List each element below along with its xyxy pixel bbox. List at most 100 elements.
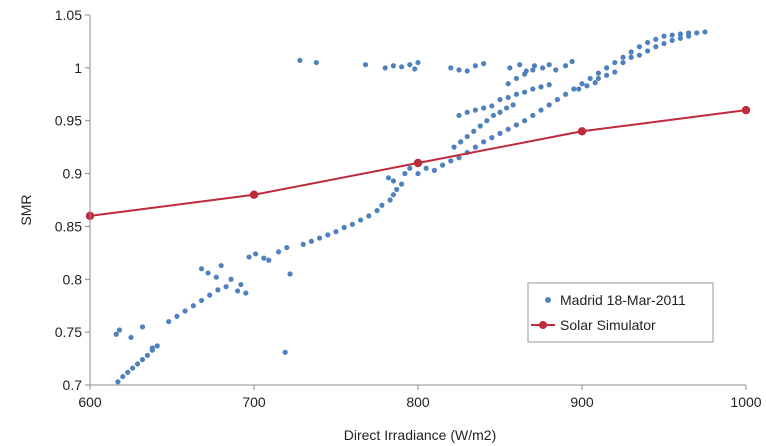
axes: 600 700 800 900 1000 0.7 0.75 0.8 0.85 0.9 0.95 1 1.…: [55, 7, 762, 410]
scatter-point: [522, 118, 528, 124]
x-tick-label: 1000: [730, 394, 761, 410]
scatter-point: [174, 313, 180, 319]
scatter-point: [628, 54, 634, 60]
scatter-point: [669, 32, 675, 38]
scatter-point: [154, 343, 160, 349]
scatter-point: [308, 238, 314, 244]
scatter-point: [325, 232, 331, 238]
scatter-point: [595, 75, 602, 82]
scatter-point: [198, 266, 205, 272]
scatter-point: [134, 361, 141, 367]
scatter-point: [517, 62, 523, 68]
scatter-point: [374, 207, 380, 214]
scatter-point: [253, 251, 259, 257]
scatter-point: [313, 59, 319, 66]
scatter-point: [223, 284, 229, 290]
scatter-point: [387, 197, 393, 203]
scatter-point: [481, 105, 487, 111]
scatter-point: [412, 66, 418, 72]
scatter-point: [563, 91, 569, 97]
scatter-point: [333, 229, 339, 235]
scatter-point: [448, 65, 454, 71]
scatter-point: [505, 81, 511, 87]
legend-line-point: [539, 321, 547, 329]
scatter-point: [385, 175, 392, 181]
scatter-point: [595, 70, 602, 76]
scatter-point: [190, 303, 196, 309]
scatter-point: [497, 130, 503, 136]
scatter-point: [497, 109, 503, 115]
solar-simulator-point: [741, 105, 751, 115]
solar-simulator-point: [577, 127, 587, 136]
scatter-point: [661, 33, 667, 39]
scatter-point: [215, 287, 221, 293]
scatter-point: [686, 33, 692, 39]
scatter-point: [636, 44, 643, 50]
scatter-point: [546, 62, 552, 68]
scatter-point: [472, 63, 478, 69]
scatter-point: [390, 178, 396, 184]
scatter-point: [497, 96, 503, 103]
scatter-point: [182, 308, 188, 314]
scatter-point: [546, 82, 552, 88]
scatter-point: [218, 262, 224, 269]
scatter-point: [402, 170, 408, 177]
solar-simulator-point: [413, 158, 423, 168]
scatter-point: [456, 67, 462, 73]
y-tick-label: 0.7: [63, 377, 83, 393]
scatter-point: [407, 165, 413, 171]
scatter-point: [115, 379, 121, 385]
scatter-point: [415, 170, 421, 177]
scatter-point: [702, 29, 708, 35]
scatter-point: [456, 112, 462, 119]
y-tick-label: 1.05: [55, 7, 82, 23]
scatter-point: [130, 365, 136, 371]
scatter-point: [477, 123, 483, 129]
scatter-point: [472, 144, 478, 150]
scatter-point: [472, 107, 478, 113]
scatter-point: [362, 62, 369, 68]
scatter-point: [282, 349, 288, 355]
scatter-point: [456, 155, 462, 161]
scatter-point: [471, 128, 477, 134]
scatter-point: [628, 49, 634, 55]
scatter-point: [540, 65, 546, 71]
scatter-point: [440, 162, 446, 168]
scatter-point: [592, 80, 598, 86]
scatter-point: [207, 292, 213, 298]
scatter-point: [431, 167, 437, 173]
scatter-point: [489, 103, 495, 109]
scatter-point: [620, 54, 626, 60]
scatter-point: [407, 62, 413, 68]
scatter-point: [513, 122, 520, 128]
y-tick-label: 0.95: [55, 113, 82, 129]
scatter-point: [505, 94, 511, 101]
scatter-point: [448, 158, 454, 164]
scatter-point: [484, 118, 490, 124]
scatter-point: [238, 281, 244, 288]
scatter-point: [276, 249, 282, 255]
scatter-point: [382, 65, 388, 71]
plot-area: [85, 29, 751, 385]
scatter-point: [125, 369, 131, 375]
scatter-point: [569, 58, 575, 65]
scatter-point: [530, 67, 536, 73]
x-tick-label: 800: [406, 394, 430, 410]
scatter-point: [246, 254, 252, 260]
scatter-point: [530, 112, 536, 119]
scatter-point: [563, 63, 569, 69]
scatter-point: [636, 52, 643, 58]
scatter-point: [587, 75, 593, 82]
legend-box: [527, 282, 714, 343]
scatter-point: [513, 91, 520, 97]
scatter-point: [213, 274, 219, 280]
scatter-point: [510, 102, 516, 108]
scatter-point: [481, 61, 487, 67]
y-tick-label: 0.8: [63, 271, 83, 287]
scatter-point: [571, 86, 577, 92]
y-tick-label: 0.75: [55, 324, 82, 340]
scatter-point: [379, 202, 385, 208]
y-tick-label: 0.9: [63, 166, 83, 182]
scatter-point: [523, 68, 529, 74]
